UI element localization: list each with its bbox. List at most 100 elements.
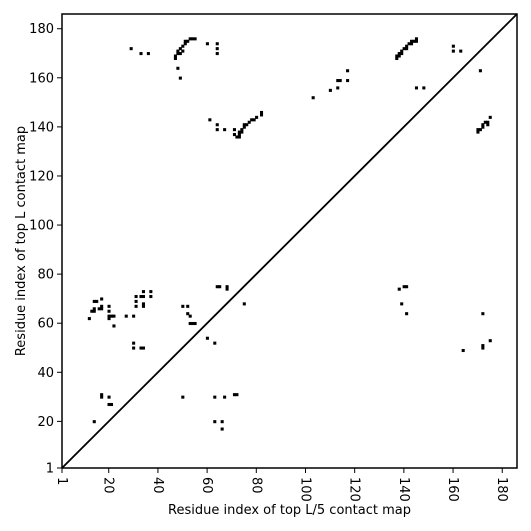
contact-point-lower xyxy=(481,312,485,316)
contact-point-upper xyxy=(208,118,212,122)
contact-point-lower xyxy=(141,294,145,299)
contact-point-upper xyxy=(183,39,187,43)
contact-point-lower xyxy=(191,321,195,326)
contact-point-lower xyxy=(220,420,224,424)
contact-point-upper xyxy=(252,118,256,122)
contact-point-upper xyxy=(311,96,315,100)
y-tick-label: 20 xyxy=(37,415,54,430)
contact-point-upper xyxy=(255,115,259,119)
contact-point-lower xyxy=(132,346,136,350)
contact-point-upper xyxy=(478,69,482,73)
contact-point-lower xyxy=(488,339,492,343)
contact-point-upper xyxy=(407,42,411,46)
contact-point-upper xyxy=(242,123,246,127)
contact-point-lower xyxy=(188,314,192,318)
contact-point-lower xyxy=(95,299,99,303)
contact-point-upper xyxy=(235,135,239,139)
contact-point-lower xyxy=(107,314,111,318)
contact-point-upper xyxy=(181,44,185,48)
contact-point-lower xyxy=(181,395,185,399)
contact-point-lower xyxy=(100,393,104,397)
contact-point-upper xyxy=(215,123,219,127)
contact-point-lower xyxy=(213,420,217,424)
contact-point-upper xyxy=(486,120,490,124)
contact-point-lower xyxy=(232,393,236,397)
contact-point-upper xyxy=(400,52,404,56)
contact-point-upper xyxy=(346,79,350,83)
contact-point-upper xyxy=(215,42,219,46)
x-tick-label: 1 xyxy=(54,477,69,485)
contact-point-upper xyxy=(178,52,182,56)
contact-point-lower xyxy=(100,395,104,399)
contact-point-upper xyxy=(414,37,418,41)
contact-point-upper xyxy=(481,123,485,127)
y-tick-label: 180 xyxy=(29,22,54,37)
contact-point-upper xyxy=(205,42,209,46)
contact-point-lower xyxy=(109,402,114,407)
contact-point-upper xyxy=(412,39,416,43)
contact-point-lower xyxy=(141,290,145,294)
contact-point-upper xyxy=(346,69,350,73)
contact-point-lower xyxy=(112,324,116,328)
contact-point-upper xyxy=(176,66,180,70)
contact-point-lower xyxy=(188,321,192,326)
contact-point-upper xyxy=(245,123,249,127)
contact-point-upper xyxy=(232,133,236,137)
contact-point-lower xyxy=(181,304,185,308)
contact-point-lower xyxy=(400,302,404,306)
contact-point-upper xyxy=(176,52,180,56)
y-tick-label: 40 xyxy=(37,366,54,381)
contact-point-lower xyxy=(100,304,104,308)
contact-point-lower xyxy=(481,346,485,350)
contact-point-lower xyxy=(225,285,229,289)
contact-point-lower xyxy=(149,290,153,294)
contact-point-upper xyxy=(193,37,197,41)
contact-point-upper xyxy=(405,47,409,51)
contact-point-upper xyxy=(395,56,399,61)
contact-point-upper xyxy=(237,130,241,134)
y-axis-label: Residue index of top L contact map xyxy=(14,126,29,356)
contact-point-lower xyxy=(109,314,114,318)
contact-point-lower xyxy=(92,299,96,303)
contact-point-upper xyxy=(338,79,342,83)
contact-point-upper xyxy=(395,54,399,58)
contact-point-lower xyxy=(242,302,246,306)
x-tick-label: 100 xyxy=(297,477,312,502)
diagonal-line xyxy=(61,13,518,469)
contact-point-upper xyxy=(242,125,246,129)
contact-point-lower xyxy=(218,285,222,289)
contact-point-upper xyxy=(397,54,401,58)
contact-point-lower xyxy=(481,344,485,348)
contact-point-upper xyxy=(237,135,241,139)
contact-point-lower xyxy=(397,287,401,291)
contact-point-upper xyxy=(247,120,251,124)
contact-point-lower xyxy=(112,314,116,318)
contact-point-upper xyxy=(146,52,150,56)
y-tick-label: 140 xyxy=(29,120,54,135)
contact-point-upper xyxy=(414,39,418,43)
contact-point-lower xyxy=(100,307,104,311)
contact-point-upper xyxy=(400,49,404,53)
contact-point-lower xyxy=(235,393,239,397)
x-tick-label: 140 xyxy=(396,477,411,502)
contact-point-lower xyxy=(405,285,409,289)
x-tick-label: 60 xyxy=(199,477,214,494)
y-tick-label: 160 xyxy=(29,71,54,86)
contact-point-upper xyxy=(232,128,236,132)
contact-point-lower xyxy=(213,395,217,399)
contact-point-upper xyxy=(259,113,264,117)
contact-point-upper xyxy=(405,44,409,48)
y-tick-label: 80 xyxy=(37,268,54,283)
x-tick-label: 180 xyxy=(494,477,509,502)
contact-point-lower xyxy=(141,346,145,350)
contact-point-lower xyxy=(124,314,128,318)
contact-point-upper xyxy=(402,47,406,51)
contact-point-lower xyxy=(220,427,224,431)
contact-point-lower xyxy=(92,420,96,424)
contact-point-upper xyxy=(410,39,414,43)
contact-point-upper xyxy=(129,47,133,51)
x-axis-label: Residue index of top L/5 contact map xyxy=(168,503,411,518)
contact-point-upper xyxy=(451,44,455,48)
contact-point-upper xyxy=(397,52,401,56)
